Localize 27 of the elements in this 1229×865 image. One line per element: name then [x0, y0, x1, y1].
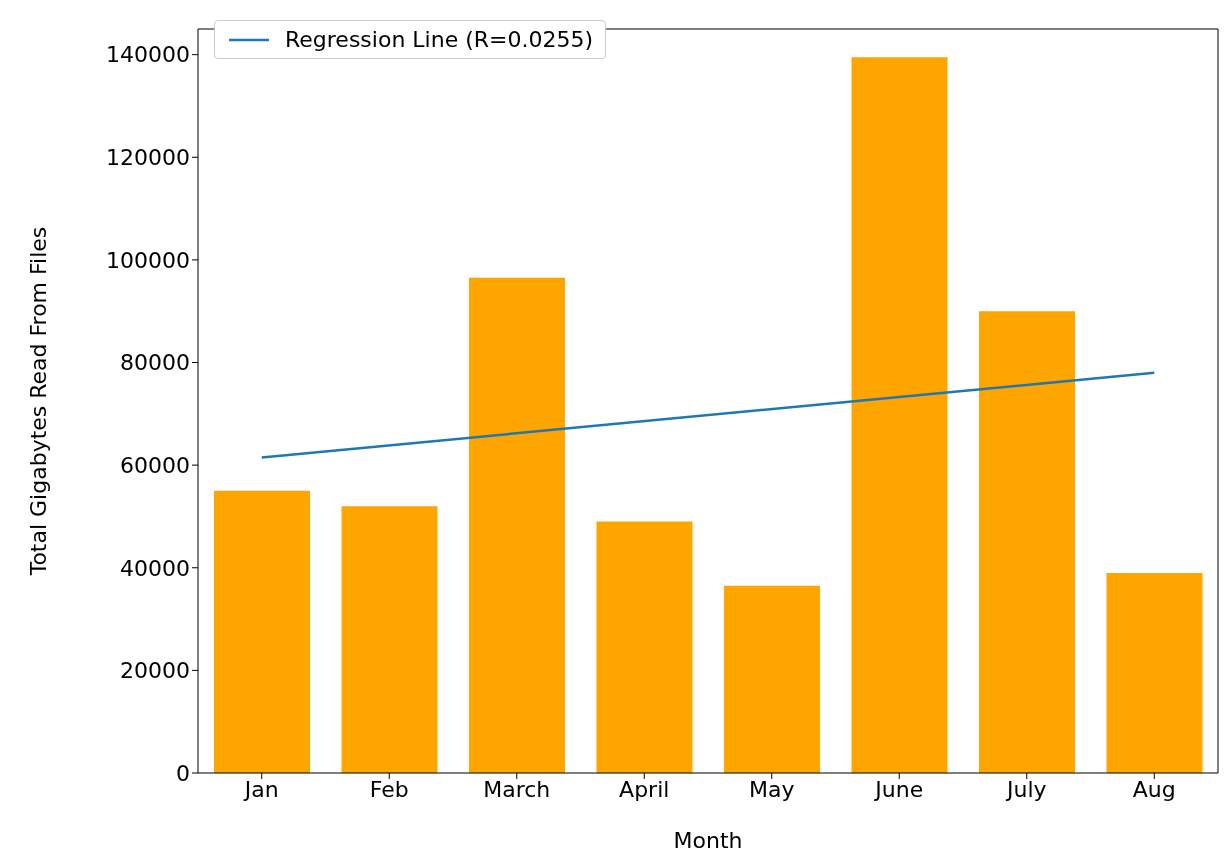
x-axis-title: Month [673, 828, 743, 853]
y-tick-label: 80000 [120, 350, 190, 376]
bar [851, 57, 948, 773]
bar [469, 277, 565, 773]
y-tick-label: 60000 [120, 452, 190, 478]
bar [979, 311, 1075, 773]
bar [1106, 572, 1203, 773]
legend-label: Regression Line (R=0.0255) [285, 27, 594, 52]
y-tick-label: 20000 [120, 658, 190, 684]
y-tick-label: 0 [176, 760, 190, 786]
y-tick-label: 40000 [120, 555, 190, 581]
x-tick-label: March [483, 776, 551, 802]
bar [596, 521, 693, 773]
x-tick-label: July [1004, 776, 1047, 802]
x-tick-label: Jan [242, 776, 279, 802]
y-axis-title: Total Gigabytes Read From Files [25, 226, 51, 577]
y-tick-label: 140000 [106, 42, 190, 68]
x-tick-label: June [873, 776, 924, 802]
bar [214, 490, 310, 773]
bar [724, 585, 820, 773]
x-tick-label: April [619, 776, 670, 802]
y-tick-label: 100000 [106, 247, 190, 273]
bar [341, 506, 438, 773]
y-tick-label: 120000 [106, 145, 190, 171]
x-tick-label: May [749, 776, 795, 802]
x-tick-label: Feb [369, 776, 409, 802]
x-tick-label: Aug [1132, 776, 1176, 802]
